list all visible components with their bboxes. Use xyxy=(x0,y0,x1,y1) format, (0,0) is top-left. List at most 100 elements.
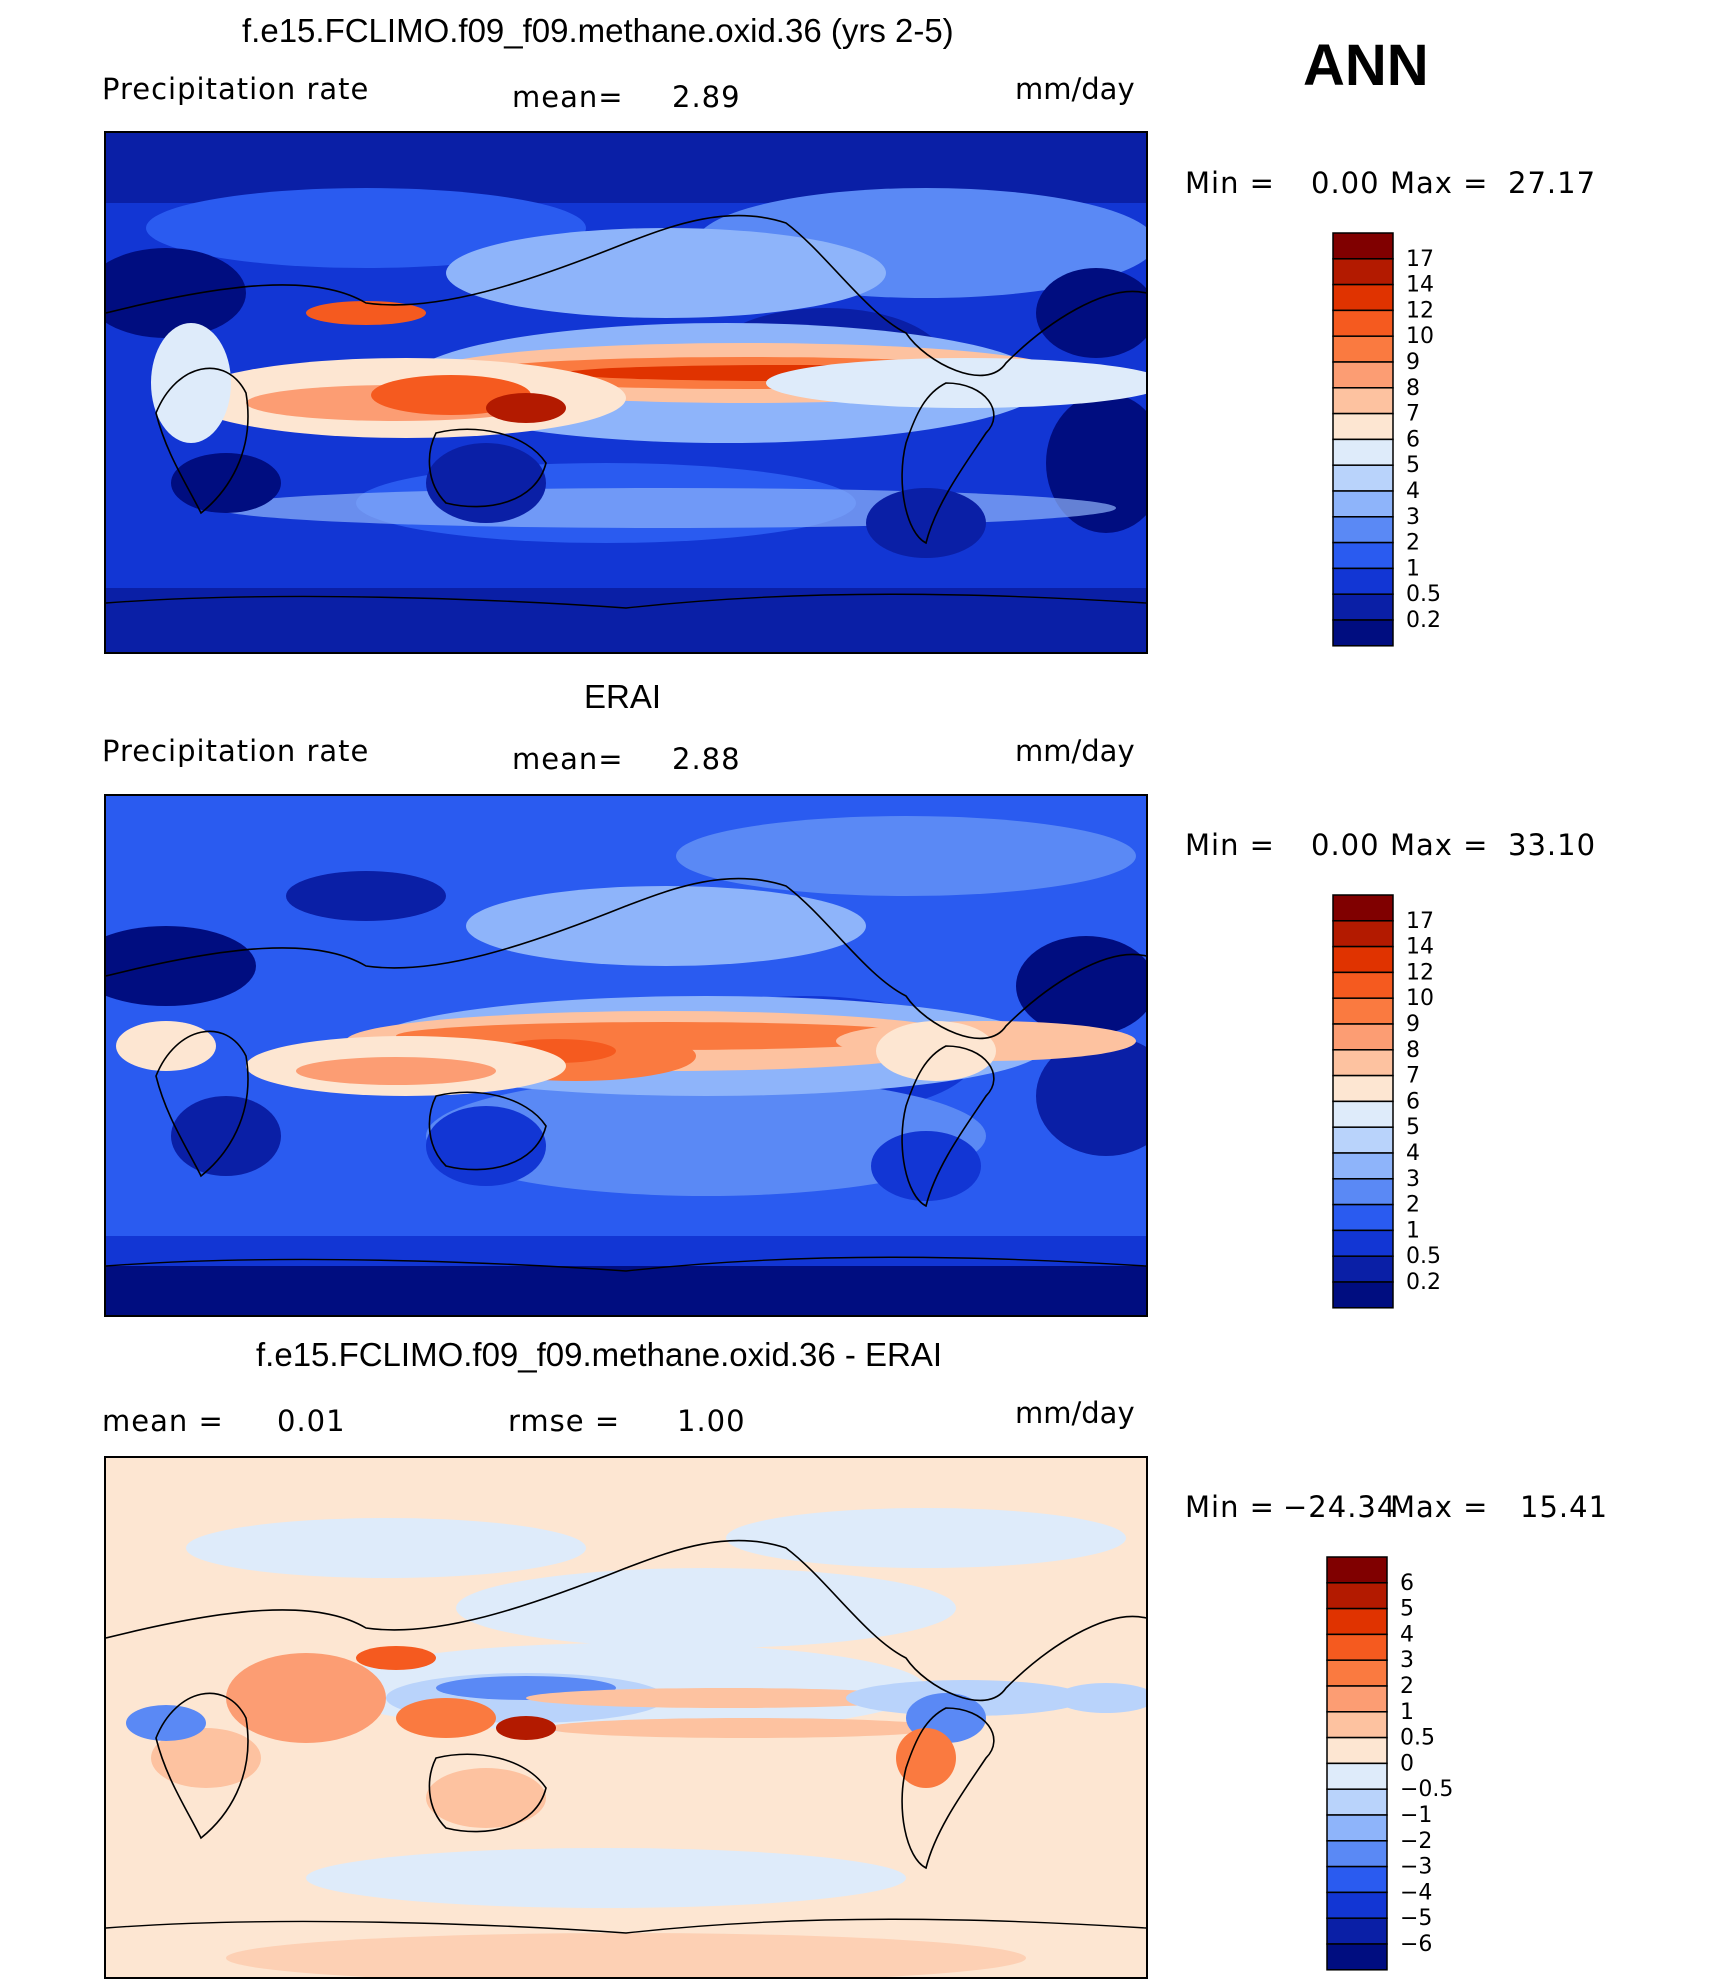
panel3-rmse-label: rmse = xyxy=(508,1404,621,1438)
colorbar-swatch xyxy=(1332,232,1394,260)
colorbar-swatch xyxy=(1326,1582,1388,1610)
colorbar-tick-label: 6 xyxy=(1406,427,1420,452)
panel1-min-value: 0.00 xyxy=(1311,166,1380,200)
colorbar-tick-label: 14 xyxy=(1406,273,1434,298)
colorbar-swatch xyxy=(1332,1152,1394,1180)
colorbar-swatch xyxy=(1332,361,1394,389)
colorbar-tick-label: 4 xyxy=(1400,1622,1414,1647)
panel1-coastline xyxy=(106,214,1146,377)
panel2-map xyxy=(104,794,1148,1317)
colorbar-swatch xyxy=(1332,945,1394,974)
colorbar-swatch xyxy=(1332,1074,1394,1103)
colorbar-tick-label: 6 xyxy=(1400,1571,1414,1596)
panel2-variable-label: Precipitation rate xyxy=(102,734,370,768)
colorbar-swatch xyxy=(1326,1685,1388,1713)
colorbar-swatch xyxy=(1332,464,1394,492)
panel1-map xyxy=(104,131,1148,654)
panel3-colorbar: 6 5 4 3 2 1 0.5 0 −0.5 −1 −2 −3 −4 −5 −6 xyxy=(1326,1556,1466,1980)
panel3-min-label: Min = xyxy=(1185,1490,1275,1524)
colorbar-tick-label: 6 xyxy=(1406,1089,1420,1114)
panel3-title: f.e15.FCLIMO.f09_f09.methane.oxid.36 - E… xyxy=(256,1336,943,1373)
colorbar-tick-label: 10 xyxy=(1406,324,1434,349)
panel1-min-label: Min = xyxy=(1185,166,1275,200)
colorbar-swatch xyxy=(1326,1788,1388,1816)
panel3-max-value: 15.41 xyxy=(1520,1490,1609,1524)
colorbar-tick-label: 14 xyxy=(1406,935,1434,960)
panel1-map-svg xyxy=(106,133,1146,652)
panel3-coastline xyxy=(106,1539,1146,1702)
colorbar-tick-label: 0.5 xyxy=(1406,582,1441,607)
colorbar-swatch xyxy=(1332,541,1394,570)
colorbar-swatch xyxy=(1332,1023,1394,1051)
colorbar-tick-label: −5 xyxy=(1400,1906,1432,1931)
colorbar-swatch xyxy=(1326,1943,1388,1971)
colorbar-swatch xyxy=(1332,619,1394,647)
colorbar-swatch xyxy=(1332,335,1394,363)
colorbar-tick-label: −4 xyxy=(1400,1880,1432,1905)
colorbar-swatch xyxy=(1332,387,1394,415)
colorbar-tick-label: −3 xyxy=(1400,1855,1432,1880)
colorbar-tick-label: −0.5 xyxy=(1400,1777,1453,1802)
colorbar-swatch xyxy=(1332,971,1394,999)
colorbar-tick-label: 5 xyxy=(1406,453,1420,478)
colorbar-swatch xyxy=(1332,1203,1394,1232)
panel1-max-value: 27.17 xyxy=(1508,166,1597,200)
colorbar-tick-label: 12 xyxy=(1406,298,1434,323)
colorbar-tick-label: 9 xyxy=(1406,1012,1420,1037)
panel2-max-label: Max = xyxy=(1390,828,1489,862)
panel1-max-label: Max = xyxy=(1390,166,1489,200)
colorbar-tick-label: 9 xyxy=(1406,350,1420,375)
panel2-map-svg xyxy=(106,796,1146,1315)
colorbar-tick-label: 4 xyxy=(1406,479,1420,504)
colorbar-tick-label: 5 xyxy=(1400,1597,1414,1622)
colorbar-tick-label: 5 xyxy=(1406,1115,1420,1140)
panel2-colorbar: 17 14 12 10 9 8 7 6 5 4 3 2 1 0.5 0.2 xyxy=(1332,894,1472,1318)
panel2-mean-value: 2.88 xyxy=(672,742,741,776)
panel1-variable-label: Precipitation rate xyxy=(102,72,370,106)
colorbar-tick-label: 1 xyxy=(1400,1700,1414,1725)
colorbar-swatch xyxy=(1332,283,1394,312)
colorbar-swatch xyxy=(1326,1917,1388,1945)
colorbar-swatch xyxy=(1332,920,1394,948)
colorbar-tick-label: 3 xyxy=(1400,1648,1414,1673)
colorbar-swatch xyxy=(1332,516,1394,544)
panel1-title: f.e15.FCLIMO.f09_f09.methane.oxid.36 (yr… xyxy=(242,12,954,49)
colorbar-tick-label: −1 xyxy=(1400,1803,1432,1828)
colorbar-swatch xyxy=(1332,567,1394,595)
panel3-max-label: Max = xyxy=(1390,1490,1489,1524)
colorbar-swatch xyxy=(1332,438,1394,466)
colorbar-swatch xyxy=(1326,1607,1388,1636)
panel3-units: mm/day xyxy=(1015,1396,1135,1430)
colorbar-tick-label: 8 xyxy=(1406,376,1420,401)
colorbar-swatch xyxy=(1326,1840,1388,1868)
panel3-min-value: −24.34 xyxy=(1283,1490,1397,1524)
panel3-mean-value: 0.01 xyxy=(277,1404,346,1438)
panel1-colorbar: 17 14 12 10 9 8 7 6 5 4 3 2 1 0.5 0.2 xyxy=(1332,232,1472,656)
colorbar-swatch xyxy=(1332,412,1394,441)
season-label: ANN xyxy=(1303,33,1429,98)
colorbar-swatch xyxy=(1332,490,1394,518)
panel2-title: ERAI xyxy=(584,678,662,715)
colorbar-swatch xyxy=(1326,1814,1388,1842)
colorbar-swatch xyxy=(1326,1711,1388,1739)
panel2-min-label: Min = xyxy=(1185,828,1275,862)
colorbar-tick-label: 4 xyxy=(1406,1141,1420,1166)
colorbar-tick-label: 17 xyxy=(1406,247,1434,272)
panel1-mean-value: 2.89 xyxy=(672,80,741,114)
colorbar-swatch xyxy=(1332,309,1394,337)
panel2-coastline xyxy=(106,877,1146,1040)
colorbar-tick-label: 7 xyxy=(1406,1064,1420,1089)
colorbar-tick-label: 1 xyxy=(1406,1218,1420,1243)
panel2-mean-label: mean= xyxy=(512,742,624,776)
colorbar-tick-label: −2 xyxy=(1400,1829,1432,1854)
panel3-rmse-value: 1.00 xyxy=(677,1404,746,1438)
colorbar-tick-label: 0.5 xyxy=(1400,1726,1435,1751)
colorbar-swatch xyxy=(1332,1126,1394,1154)
colorbar-tick-label: 1 xyxy=(1406,556,1420,581)
panel2-min-value: 0.00 xyxy=(1311,828,1380,862)
colorbar-swatch xyxy=(1326,1736,1388,1765)
colorbar-swatch xyxy=(1332,1049,1394,1077)
